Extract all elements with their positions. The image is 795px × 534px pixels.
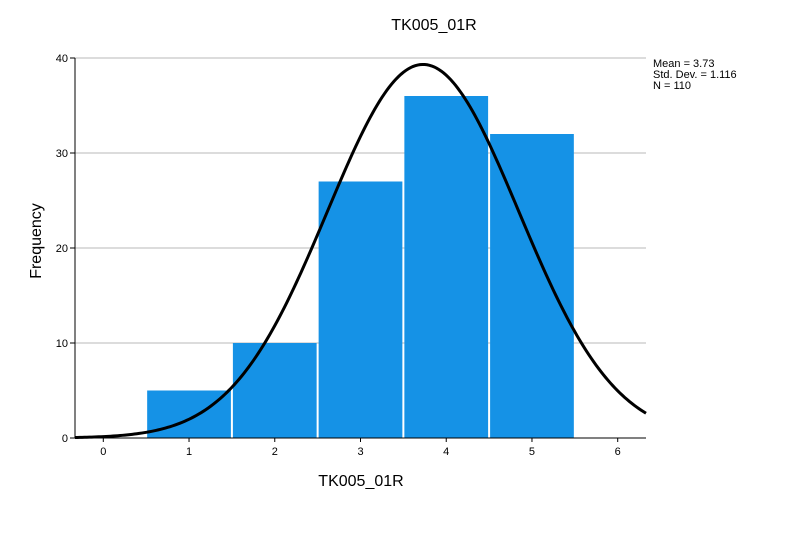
stats-n: N = 110: [653, 80, 691, 92]
y-tick-label: 30: [56, 148, 68, 160]
y-tick-label: 0: [62, 433, 68, 445]
x-tick-label: 0: [100, 446, 106, 458]
x-tick-label: 3: [357, 446, 363, 458]
histogram-bar: [404, 96, 489, 438]
x-tick-label: 6: [615, 446, 621, 458]
y-tick-label: 40: [56, 53, 68, 65]
y-tick-label: 20: [56, 243, 68, 255]
x-axis-label: TK005_01R: [318, 473, 403, 490]
y-axis-ticks: 0 10 20 30 40: [56, 53, 75, 445]
x-tick-label: 2: [272, 446, 278, 458]
histogram-bar: [490, 134, 574, 438]
x-tick-label: 4: [443, 446, 449, 458]
statistics-annotation: Mean = 3.73 Std. Dev. = 1.116 N = 110: [653, 58, 737, 92]
x-axis-ticks: 0 1 2 3 4 5 6: [100, 438, 621, 458]
bars: [147, 96, 574, 438]
histogram-bar: [232, 343, 317, 438]
y-axis-label: Frequency: [28, 203, 45, 279]
stats-mean: Mean = 3.73: [653, 58, 714, 70]
histogram-bar: [318, 181, 403, 438]
x-tick-label: 5: [529, 446, 535, 458]
normal-curve: [74, 62, 647, 439]
x-tick-label: 1: [186, 446, 192, 458]
chart-title: TK005_01R: [391, 17, 476, 34]
stats-std-dev: Std. Dev. = 1.116: [653, 69, 737, 81]
y-tick-label: 10: [56, 338, 68, 350]
